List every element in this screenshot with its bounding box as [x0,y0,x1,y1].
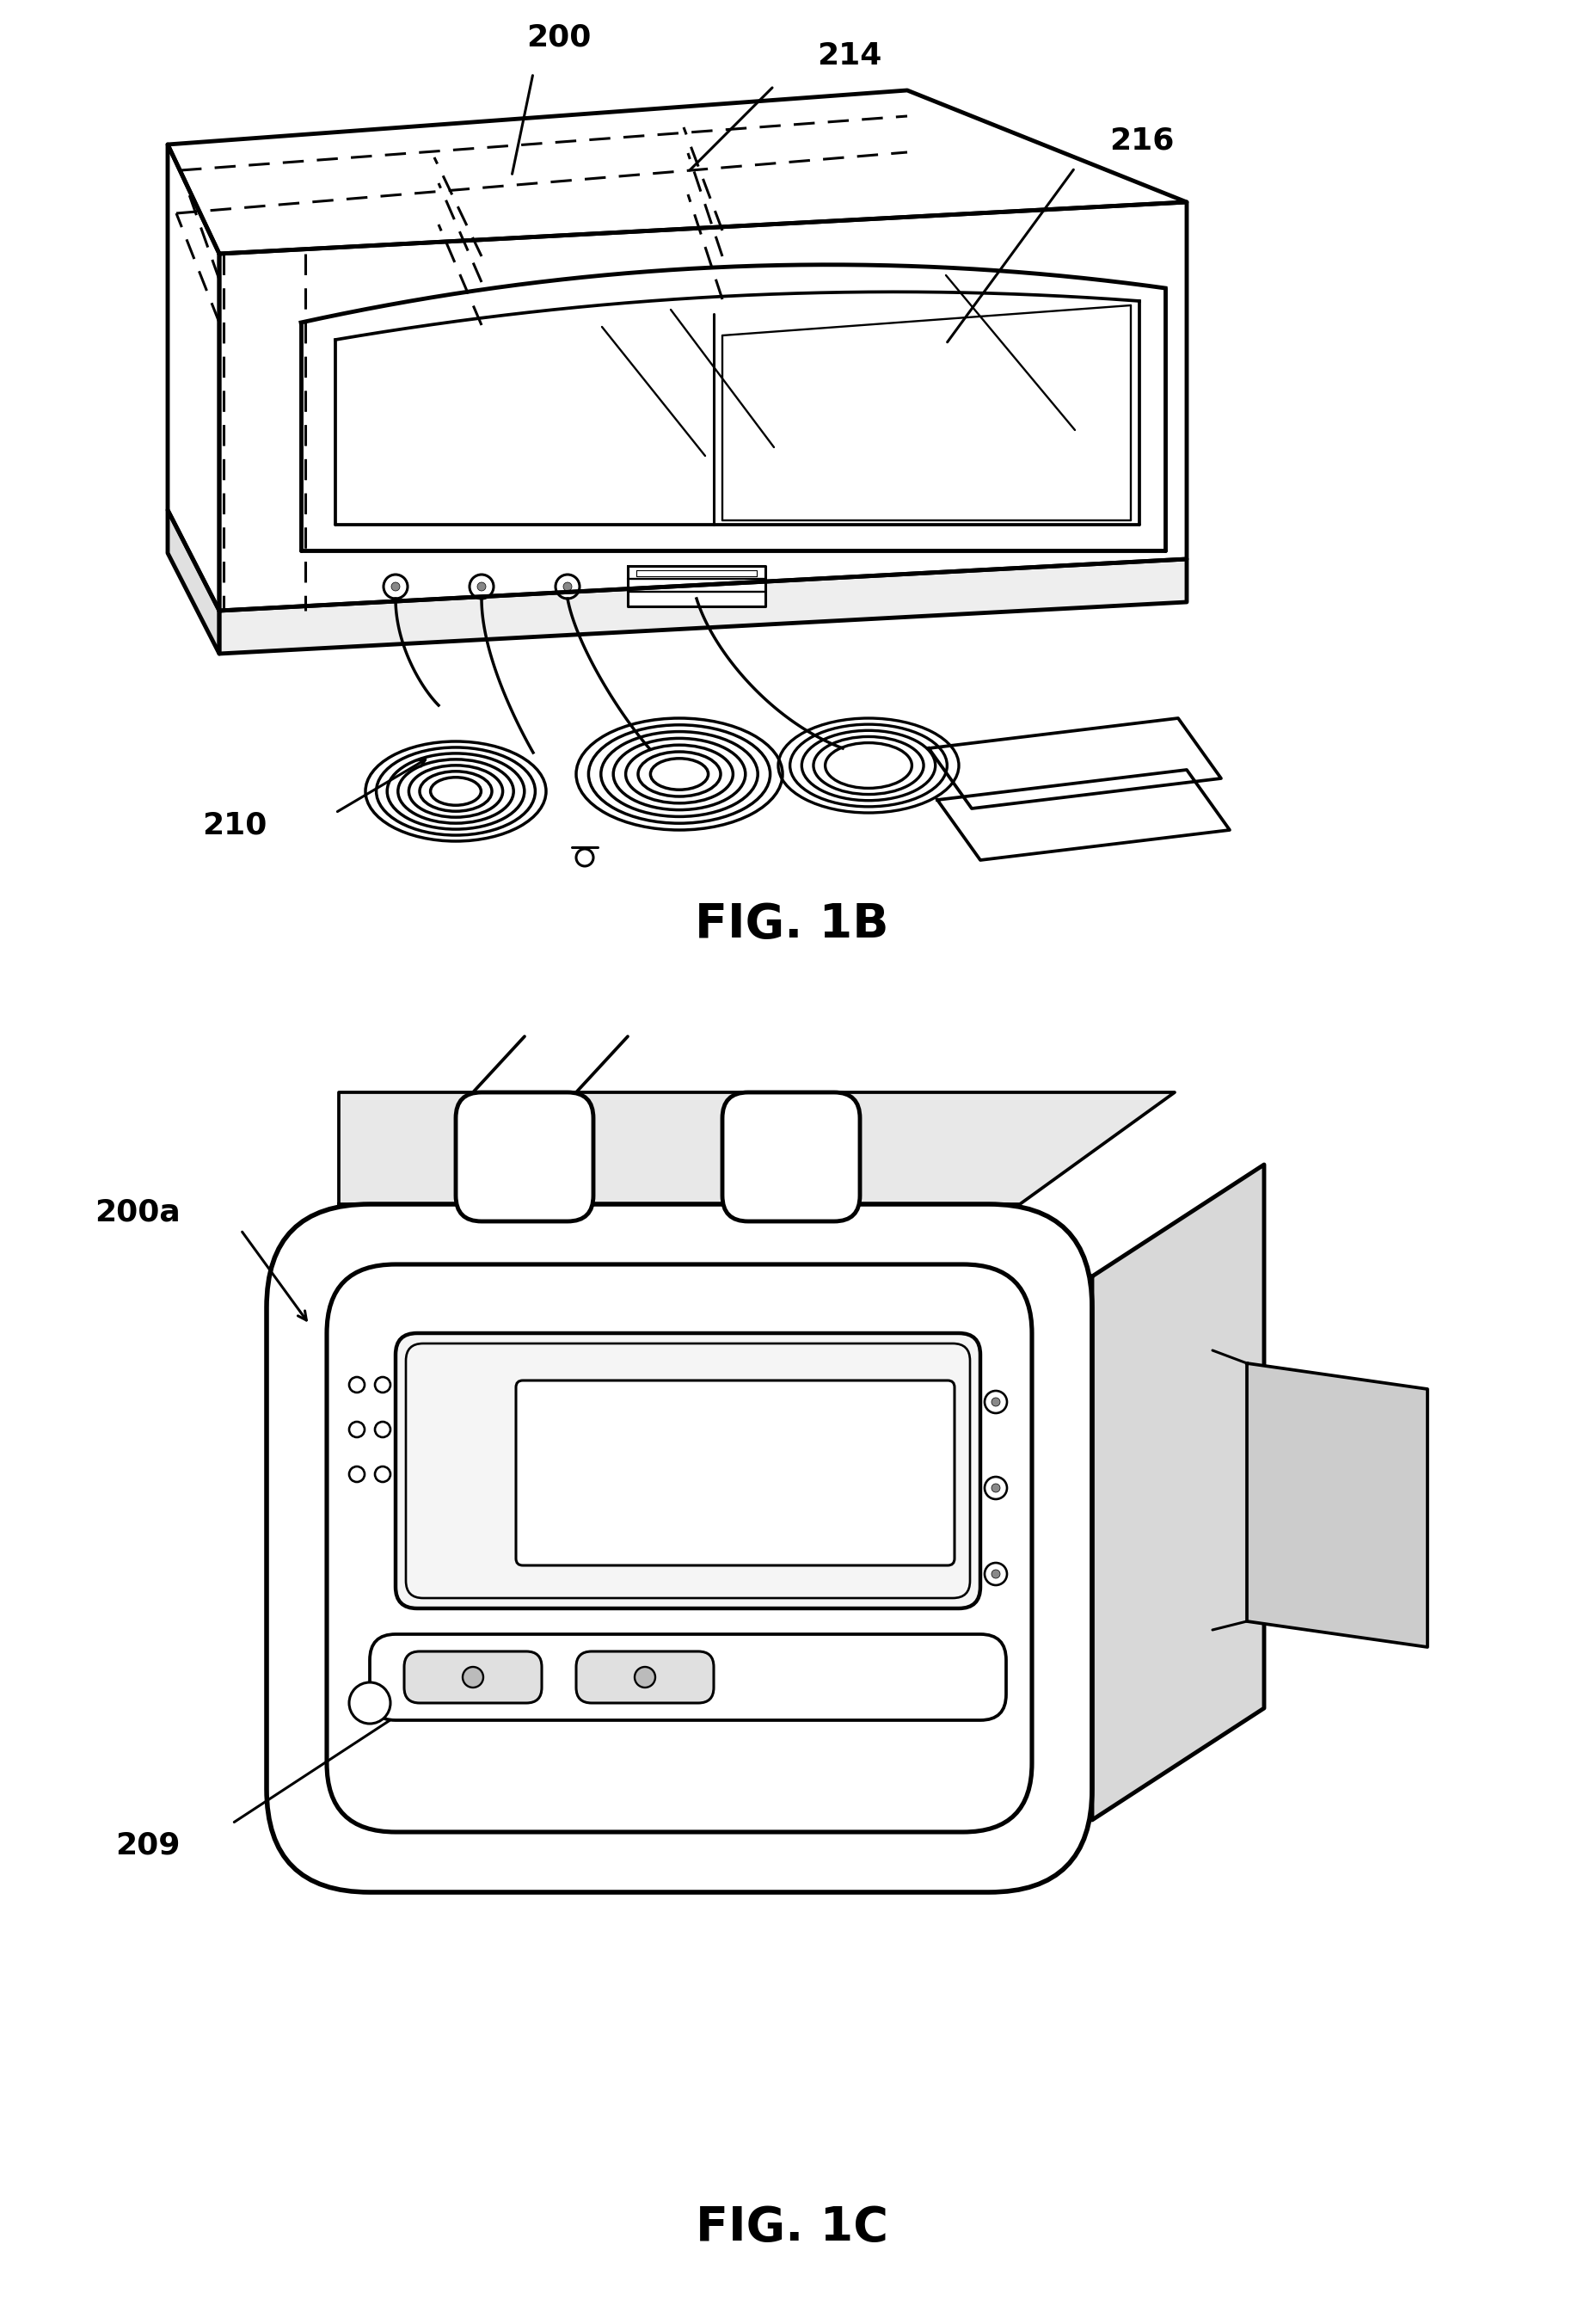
Polygon shape [928,718,1221,809]
Circle shape [477,583,486,590]
Circle shape [556,574,580,600]
Polygon shape [168,91,1186,253]
Text: FIG. 1B: FIG. 1B [695,902,889,948]
Text: 200a: 200a [95,1199,181,1227]
FancyBboxPatch shape [404,1652,542,1703]
Polygon shape [219,202,1186,611]
Polygon shape [168,509,219,653]
Text: 209: 209 [116,1831,181,1859]
Polygon shape [219,560,1186,653]
Polygon shape [168,144,219,611]
Polygon shape [627,567,765,607]
FancyBboxPatch shape [577,1652,714,1703]
Polygon shape [1091,1164,1264,1820]
Text: 200: 200 [526,23,591,51]
Circle shape [992,1397,1000,1406]
Circle shape [348,1683,390,1724]
Text: 216: 216 [1109,125,1174,156]
Text: 210: 210 [201,811,266,841]
Circle shape [992,1483,1000,1492]
Circle shape [463,1666,483,1687]
Circle shape [635,1666,656,1687]
FancyBboxPatch shape [722,1092,860,1222]
Circle shape [391,583,399,590]
Polygon shape [339,1092,1175,1204]
Circle shape [383,574,407,600]
FancyBboxPatch shape [456,1092,594,1222]
FancyBboxPatch shape [396,1334,980,1608]
Text: FIG. 1C: FIG. 1C [695,2205,889,2252]
FancyBboxPatch shape [266,1204,1091,1892]
FancyBboxPatch shape [369,1634,1006,1720]
Polygon shape [1247,1364,1427,1648]
Circle shape [469,574,494,600]
Polygon shape [938,769,1229,860]
Text: 214: 214 [817,42,882,70]
FancyBboxPatch shape [516,1380,955,1566]
Circle shape [992,1569,1000,1578]
Circle shape [564,583,572,590]
